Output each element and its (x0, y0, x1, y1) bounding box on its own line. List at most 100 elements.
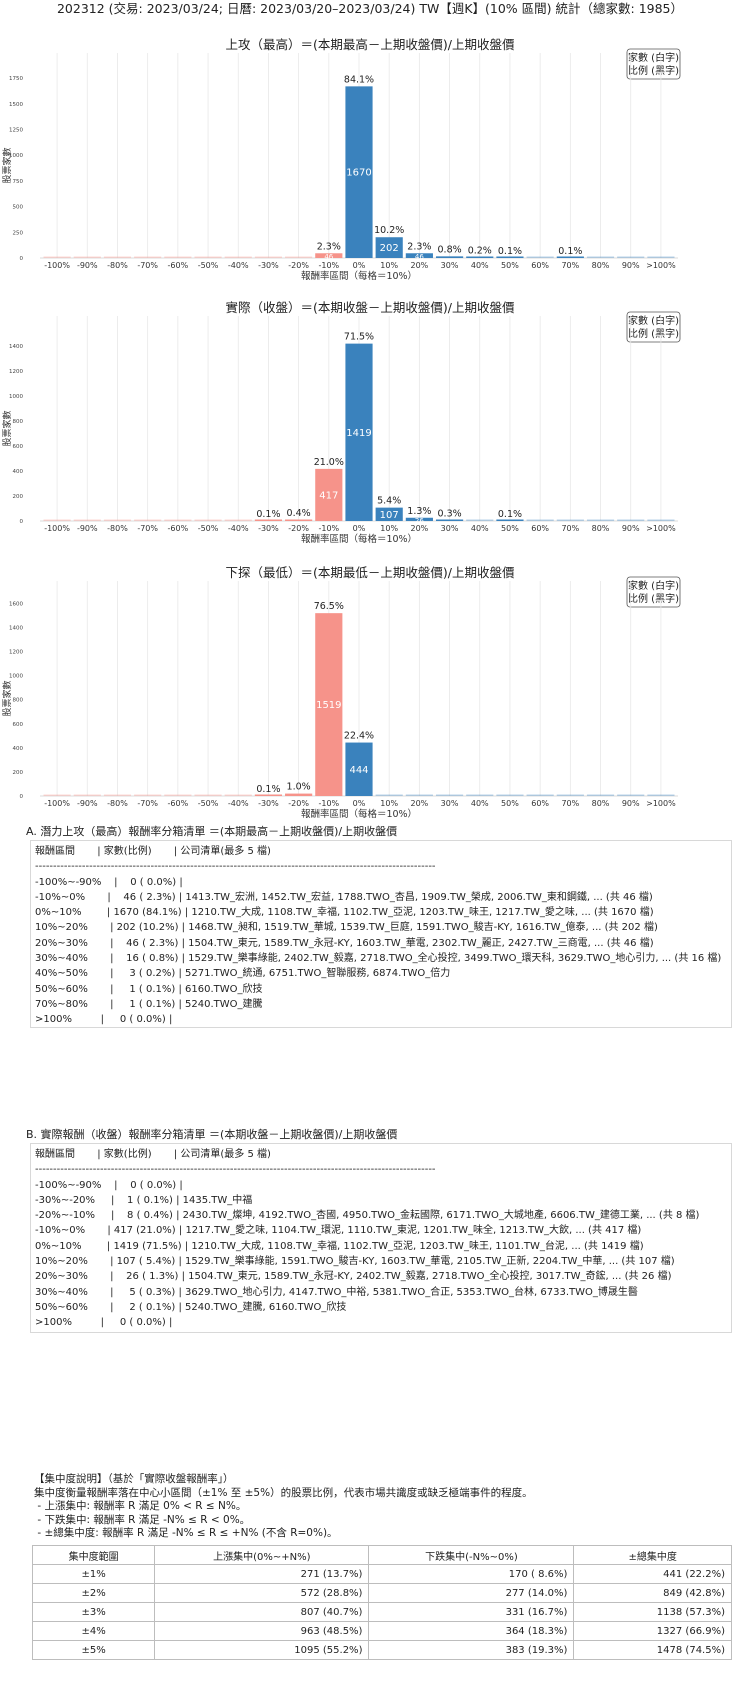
list-line: - 上漲集中: 報酬率 R 滿足 0% < R ≤ N%。 (34, 1500, 247, 1513)
list-line: 50%~60% | 1 ( 0.1%) | 6160.TWO_欣技 (35, 983, 263, 995)
bar (224, 256, 252, 258)
y-tick-label: 0 (20, 794, 24, 800)
x-tick-label: -40% (228, 524, 249, 533)
bar (435, 519, 464, 521)
x-tick-label: 40% (471, 524, 489, 533)
list-line: 集中度衡量報酬率落在中心小區間（±1% 至 ±5%）的股票比例，代表市場共識度或… (34, 1486, 533, 1499)
legend-box: 家數 (白字)比例 (黑字) (626, 311, 681, 343)
x-tick-label: -10% (318, 524, 339, 533)
x-tick-label: 60% (531, 261, 549, 270)
legend-entry: 比例 (黑字) (628, 592, 679, 605)
legend-entry: 家數 (白字) (628, 314, 679, 327)
bar (315, 613, 343, 796)
bar (556, 256, 584, 258)
legend-frame (626, 576, 681, 608)
y-tick-label: 400 (13, 469, 24, 475)
bar (43, 256, 71, 258)
legend-entry: 比例 (黑字) (628, 327, 679, 340)
x-tick-label: 50% (501, 524, 519, 533)
bar (134, 256, 162, 258)
y-tick-label: 1000 (9, 674, 23, 680)
x-tick-label: 80% (592, 799, 610, 808)
list-line: 報酬區間 | 家數(比例) | 公司清單(最多 5 檔) (35, 846, 271, 857)
list-line: -100%~-90% | 0 ( 0.0%) | (35, 876, 183, 888)
bar (647, 256, 675, 258)
table-row: ±1% 271 (13.7%) 170 ( 8.6%) 441 (22.2%) (31, 1564, 732, 1584)
y-tick-label: 800 (13, 698, 24, 704)
list-line: 【集中度說明】（基於「實際收盤報酬率」） (34, 1473, 234, 1485)
bar (103, 256, 132, 258)
legend-box: 家數 (白字)比例 (黑字) (626, 48, 681, 80)
y-tick-label: 0 (20, 256, 24, 262)
list-line: 20%~30% | 26 ( 1.3%) | 1504.TW_東元, 1589.… (35, 1271, 672, 1283)
bar (224, 794, 252, 796)
bar (617, 256, 645, 258)
bar (556, 794, 584, 796)
bar (285, 793, 313, 796)
table-cell: 383 (19.3%) (368, 1640, 575, 1660)
bar-percent-label: 0.8% (438, 244, 462, 255)
bar-percent-label: 76.5% (314, 601, 344, 612)
x-tick-label: 30% (441, 261, 459, 270)
table-cell: 1138 (57.3%) (573, 1602, 732, 1622)
y-tick-label: 1400 (9, 344, 23, 350)
bar (647, 794, 675, 796)
bar-percent-label: 2.3% (317, 241, 341, 252)
bar-count-label: 1419 (346, 428, 371, 439)
y-tick-label: 1500 (9, 102, 23, 108)
chart-title: 下探（最低）＝(本期最低－上期收盤價)/上期收盤價 (226, 565, 515, 580)
bar-percent-label: 0.1% (498, 509, 522, 520)
y-tick-label: 1600 (9, 601, 23, 607)
y-tick-label: 1000 (9, 153, 23, 159)
bar (375, 794, 403, 796)
x-tick-label: 90% (622, 261, 640, 270)
y-tick-label: 250 (13, 230, 24, 236)
table-cell: 963 (48.5%) (154, 1621, 370, 1641)
table-cell: 1095 (55.2%) (154, 1640, 370, 1660)
x-tick-label: 10% (380, 799, 398, 808)
bar (285, 519, 313, 521)
bar-percent-label: 0.4% (287, 508, 311, 519)
list-line: 10%~20% | 107 ( 5.4%) | 1529.TW_樂事綠能, 15… (35, 1256, 675, 1268)
table-header-cell: 下跌集中(-N%~0%) (368, 1545, 575, 1565)
x-tick-label: 40% (471, 261, 489, 270)
y-tick-label: 600 (13, 444, 24, 450)
list-line: ----------------------------------------… (35, 1164, 436, 1176)
list-line: 50%~60% | 2 ( 0.1%) | 5240.TWO_建騰, 6160.… (35, 1301, 347, 1313)
bar-percent-label: 84.1% (344, 74, 374, 85)
bar-count-label: 1519 (316, 700, 341, 711)
x-tick-label: -100% (44, 261, 70, 270)
bar (345, 343, 373, 521)
bar-percent-label: 21.0% (314, 457, 344, 468)
legend-box: 家數 (白字)比例 (黑字) (626, 576, 681, 608)
bar-percent-label: 10.2% (374, 225, 404, 236)
list-line: >100% | 0 ( 0.0%) | (35, 1014, 173, 1026)
x-tick-label: 20% (410, 524, 428, 533)
bar (526, 256, 554, 258)
table-cell: 1478 (74.5%) (573, 1640, 732, 1660)
table-cell: 170 ( 8.6%) (368, 1564, 575, 1584)
bar (73, 794, 101, 796)
table-cell: 277 (14.0%) (368, 1583, 575, 1603)
x-tick-label: -30% (258, 261, 279, 270)
y-tick-label: 800 (13, 419, 24, 425)
x-tick-label: 10% (380, 261, 398, 270)
y-tick-label: 400 (13, 746, 24, 752)
concentration-header-row: 集中度範圍 上漲集中(0%~+N%) 下跌集中(-N%~0%) ±總集中度 (31, 1545, 732, 1565)
x-tick-label: >100% (646, 261, 676, 270)
table-cell: 572 (28.8%) (154, 1583, 370, 1603)
bar (586, 256, 615, 258)
concentration-table: 集中度範圍 上漲集中(0%~+N%) 下跌集中(-N%~0%) ±總集中度 ±1% 27… (31, 1545, 732, 1660)
list-line: >100% | 0 ( 0.0%) | (35, 1317, 173, 1329)
x-tick-label: 0% (353, 799, 366, 808)
bar (466, 794, 494, 796)
bar (103, 794, 132, 796)
table-header-cell: ±總集中度 (573, 1545, 732, 1565)
x-tick-label: -70% (137, 799, 158, 808)
legend-entry: 比例 (黑字) (628, 64, 679, 77)
bar (134, 794, 162, 796)
section-a-title: A. 潛力上攻（最高）報酬率分箱清單 ＝(本期最高－上期收盤價)/上期收盤價 (26, 825, 398, 838)
x-tick-label: -20% (288, 799, 309, 808)
table-row: ±3% 807 (40.7%) 331 (16.7%) 1138 (57.3%) (31, 1602, 732, 1622)
